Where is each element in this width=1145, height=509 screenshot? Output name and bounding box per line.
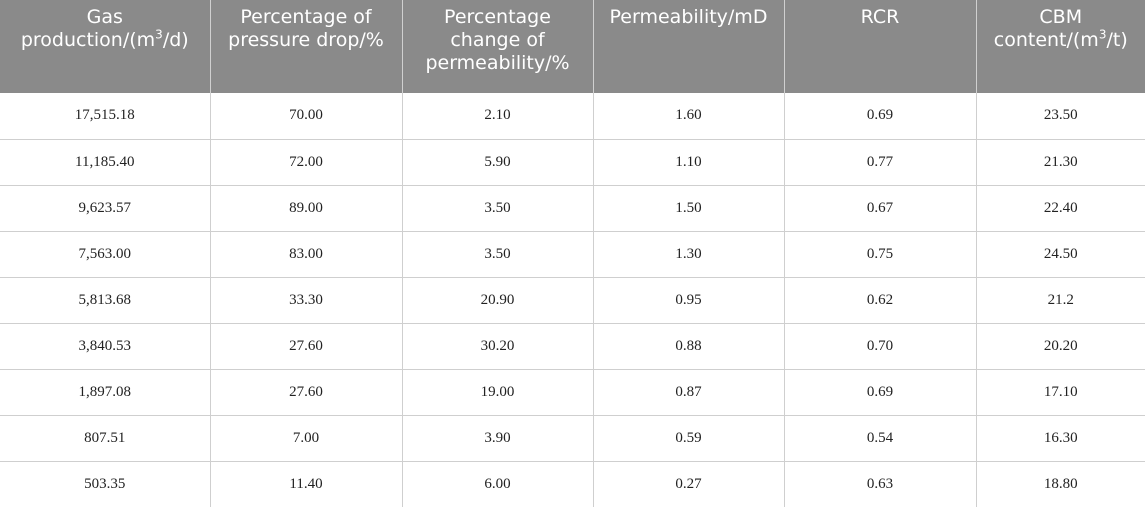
table-cell: 19.00 <box>402 369 594 416</box>
table-cell: 7,563.00 <box>0 231 211 278</box>
table-cell: 1.30 <box>593 231 785 278</box>
table-cell: 23.50 <box>976 93 1145 140</box>
table-cell: 0.69 <box>784 93 977 140</box>
table-cell: 0.27 <box>593 461 785 507</box>
table-cell: 33.30 <box>210 277 403 324</box>
header-line: change of <box>450 29 545 51</box>
table-cell: 20.20 <box>976 323 1145 370</box>
table-cell: 11.40 <box>210 461 403 507</box>
header-row: Gas production/(m3/d) Percentage of pres… <box>0 0 1145 93</box>
table-cell: 30.20 <box>402 323 594 370</box>
header-line: Percentage <box>444 6 551 28</box>
header-line: content/(m3/t) <box>985 29 1138 52</box>
header-line: production/(m3/d) <box>8 29 202 52</box>
table-cell: 17,515.18 <box>0 93 211 140</box>
table-cell: 3.90 <box>402 415 594 462</box>
table-cell: 0.87 <box>593 369 785 416</box>
table-cell: 18.80 <box>1043 475 1078 492</box>
column-header-permeability: Permeability/mD <box>593 0 785 93</box>
table-cell: 1.10 <box>593 139 785 186</box>
table-cell: 24.50 <box>976 231 1145 278</box>
table-row: 17,515.18 70.00 2.10 1.60 0.69 23.50 <box>0 93 1145 140</box>
header-line: pressure drop/% <box>228 29 384 51</box>
table-row: 7,563.00 83.00 3.50 1.30 0.75 24.50 <box>0 231 1145 278</box>
table-cell: 503.35 <box>0 461 211 507</box>
header-text: content/(m <box>993 29 1099 51</box>
table-header: Gas production/(m3/d) Percentage of pres… <box>0 0 1145 93</box>
table-cell: 0.77 <box>784 139 977 186</box>
table-row: 9,623.57 89.00 3.50 1.50 0.67 22.40 <box>0 185 1145 232</box>
table-cell: 0.95 <box>593 277 785 324</box>
table-cell: 9,623.57 <box>0 185 211 232</box>
header-line: permeability/% <box>425 52 570 74</box>
table-cell: 7.00 <box>210 415 403 462</box>
header-text: production/(m <box>20 29 156 51</box>
table-cell: 0.67 <box>784 185 977 232</box>
column-header-permeability-change: Percentage change of permeability/% <box>402 0 594 93</box>
table-cell: 21.2 <box>976 277 1145 324</box>
column-header-gas-production: Gas production/(m3/d) <box>0 0 211 93</box>
superscript: 3 <box>1098 27 1107 42</box>
table-cell: 6.00 <box>402 461 594 507</box>
table-cell: 72.00 <box>210 139 403 186</box>
table-row: 1,897.08 27.60 19.00 0.87 0.69 17.10 <box>0 369 1145 416</box>
table-cell: 0.62 <box>784 277 977 324</box>
header-line: Permeability/mD <box>609 6 768 28</box>
table-cell: 16.30 <box>976 415 1145 462</box>
table-cell: 1,897.08 <box>0 369 211 416</box>
table-cell: 0.69 <box>784 369 977 416</box>
table-cell: 1.60 <box>593 93 785 140</box>
table-cell: 5.90 <box>402 139 594 186</box>
header-text: /t) <box>1106 29 1128 51</box>
column-header-cbm-content: CBM content/(m3/t) <box>976 0 1145 93</box>
table-row: 11,185.40 72.00 5.90 1.10 0.77 21.30 <box>0 139 1145 186</box>
table-cell: 807.51 <box>0 415 211 462</box>
table-cell: 0.88 <box>593 323 785 370</box>
table-cell: 21.30 <box>976 139 1145 186</box>
table-cell: 3,840.53 <box>0 323 211 370</box>
header-line: Percentage of <box>240 6 372 28</box>
table-row: 3,840.53 27.60 30.20 0.88 0.70 20.20 <box>0 323 1145 370</box>
table-body: 17,515.18 70.00 2.10 1.60 0.69 23.50 11,… <box>0 93 1145 507</box>
column-header-rcr: RCR <box>784 0 977 93</box>
table-row: 807.51 7.00 3.90 0.59 0.54 16.30 <box>0 415 1145 462</box>
table-cell: 20.90 <box>402 277 594 324</box>
table-cell: 3.50 <box>402 231 594 278</box>
header-line: RCR <box>860 6 900 28</box>
table-row: 5,813.68 33.30 20.90 0.95 0.62 21.2 <box>0 277 1145 324</box>
table-cell: 27.60 <box>210 369 403 416</box>
table-cell: 89.00 <box>210 185 403 232</box>
table-cell: 27.60 <box>210 323 403 370</box>
table-cell: 22.40 <box>976 185 1145 232</box>
table-row: 503.35 11.40 6.00 0.27 0.63 18.80 <box>0 461 1145 507</box>
table-cell: 70.00 <box>210 93 403 140</box>
table-cell: 0.63 <box>784 461 977 507</box>
table-cell: 5,813.68 <box>0 277 211 324</box>
table-cell: 0.75 <box>784 231 977 278</box>
header-line: Gas <box>86 6 123 28</box>
header-line: CBM <box>1039 6 1083 28</box>
table-cell: 1.50 <box>593 185 785 232</box>
table-cell: 2.10 <box>402 93 594 140</box>
table-cell: 0.59 <box>593 415 785 462</box>
table-cell: 11,185.40 <box>0 139 211 186</box>
table-cell: 17.10 <box>976 369 1145 416</box>
table-cell: 83.00 <box>210 231 403 278</box>
header-text: /d) <box>162 29 189 51</box>
table-cell: 0.70 <box>784 323 977 370</box>
superscript: 3 <box>155 27 163 42</box>
table-cell: 0.54 <box>784 415 977 462</box>
column-header-pressure-drop: Percentage of pressure drop/% <box>210 0 403 93</box>
table-cell: 3.50 <box>402 185 594 232</box>
